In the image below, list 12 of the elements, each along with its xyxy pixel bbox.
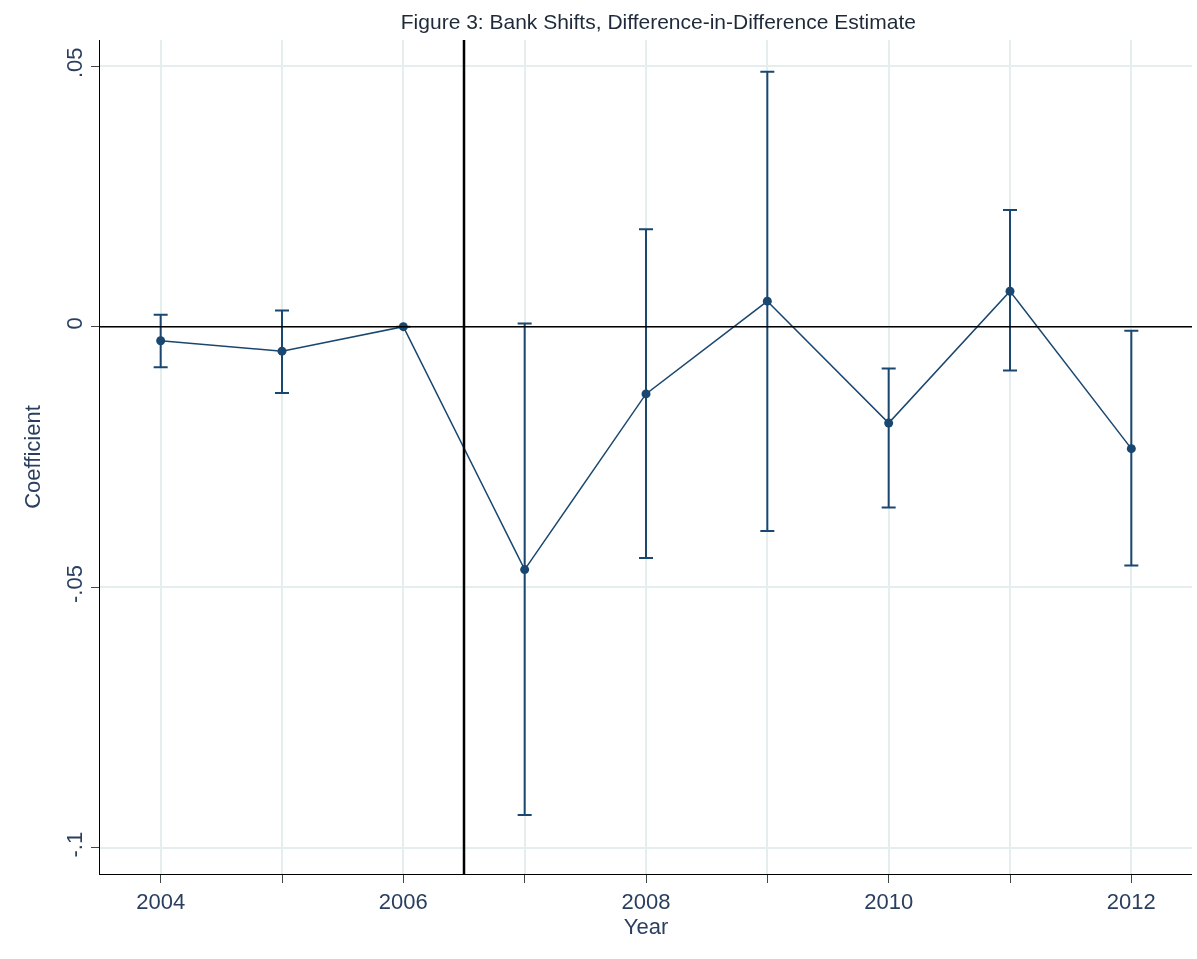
x-tick-label: 2006: [378, 889, 428, 915]
x-tick-label: 2008: [621, 889, 671, 915]
y-axis-title: Coefficient: [20, 405, 45, 509]
y-tick-label: -.05: [62, 565, 88, 603]
x-tick-label: 2012: [1106, 889, 1156, 915]
x-axis-title: Year: [623, 914, 669, 940]
x-tick-label: 2004: [136, 889, 186, 915]
y-tick-label: -.1: [62, 831, 88, 858]
x-tick-label: 2010: [864, 889, 914, 915]
y-tick-label: .05: [62, 47, 88, 79]
chart-title: Figure 3: Bank Shifts, Difference-in-Difference Estimate: [400, 10, 916, 34]
y-tick-label: 0: [62, 317, 88, 330]
